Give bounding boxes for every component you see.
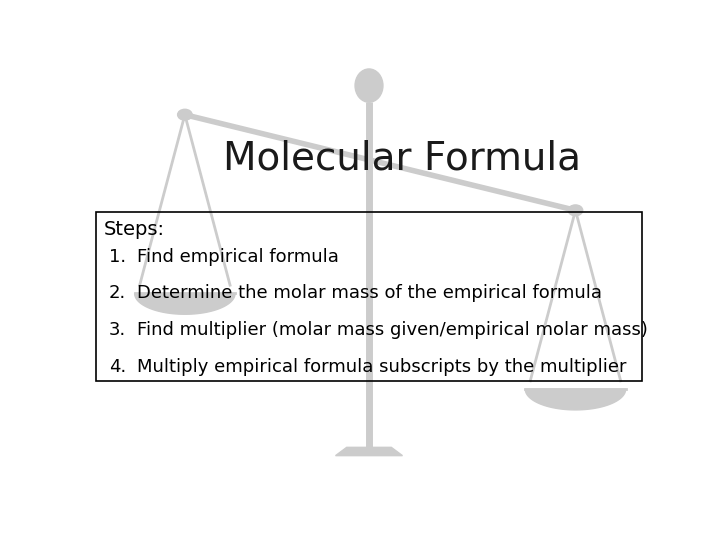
Text: 3.: 3. [109,321,126,339]
Text: 2.: 2. [109,285,126,302]
Polygon shape [336,447,402,456]
Polygon shape [526,389,626,410]
Text: Find empirical formula: Find empirical formula [138,248,339,266]
Circle shape [178,109,192,120]
Ellipse shape [355,69,383,102]
Text: Find multiplier (molar mass given/empirical molar mass): Find multiplier (molar mass given/empiri… [138,321,648,339]
Polygon shape [135,294,235,314]
Text: 1.: 1. [109,248,126,266]
Text: Steps:: Steps: [104,220,165,239]
Text: 4.: 4. [109,357,126,375]
Text: Multiply empirical formula subscripts by the multiplier: Multiply empirical formula subscripts by… [138,357,627,375]
Circle shape [568,205,582,216]
Text: Molecular Formula: Molecular Formula [223,140,582,178]
Text: Determine the molar mass of the empirical formula: Determine the molar mass of the empirica… [138,285,603,302]
